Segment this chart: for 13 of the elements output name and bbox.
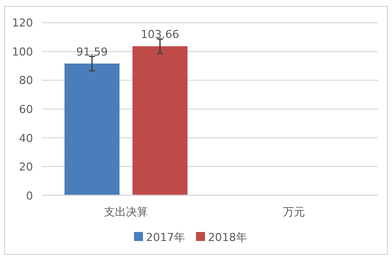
y-tick-label: 20 [19, 160, 33, 174]
y-tick-label: 100 [12, 45, 33, 58]
y-tick-label: 80 [19, 74, 33, 88]
y-tick-label: 0 [26, 189, 33, 202]
y-tick-label: 40 [19, 132, 33, 145]
data-label: 91.59 [76, 46, 108, 59]
x-tick-label: 支出决算 [104, 205, 148, 218]
y-tick-label: 120 [12, 16, 33, 30]
data-label: 103.66 [140, 28, 180, 42]
legend-label: 2017年 [146, 231, 185, 244]
legend-label: 2018年 [208, 231, 247, 244]
y-tick-label: 60 [19, 103, 33, 116]
x-tick-label: 万元 [283, 205, 305, 218]
